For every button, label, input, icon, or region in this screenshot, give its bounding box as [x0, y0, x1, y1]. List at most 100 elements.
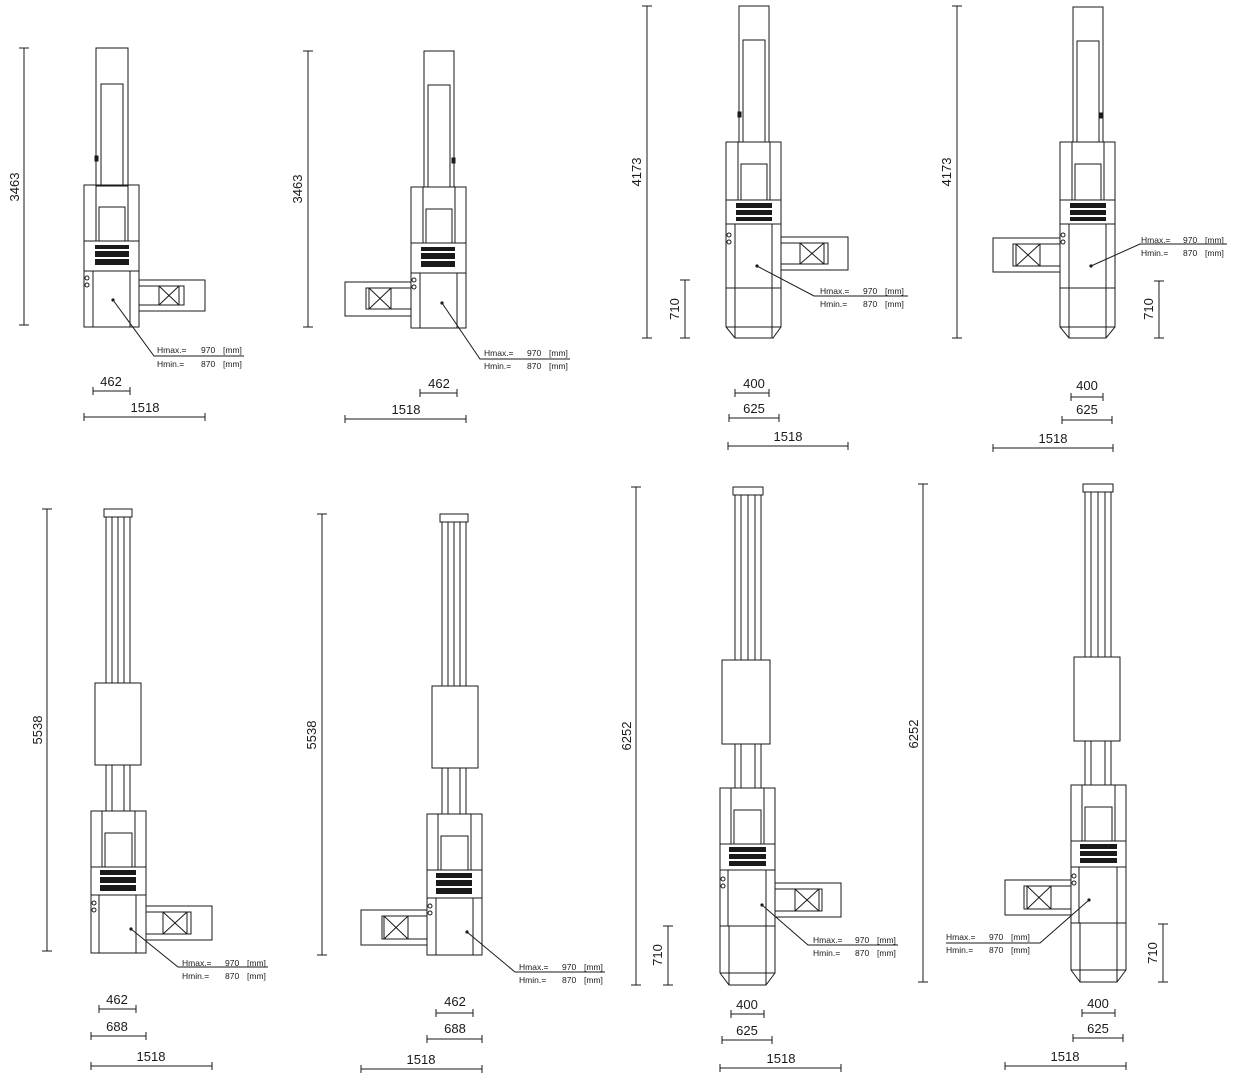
side-conveyor [360, 909, 428, 946]
view-medium-conveyor-left [952, 5, 1227, 452]
lower-body [734, 223, 773, 289]
conveyor-belt [145, 911, 192, 935]
side-conveyor [145, 905, 213, 941]
control-panel [1070, 203, 1106, 221]
unit-label: [mm] [1011, 932, 1030, 942]
unit-label: [mm] [223, 345, 242, 355]
discharge-chute [719, 925, 776, 986]
leader-line [756, 265, 908, 297]
tower-cap [439, 513, 469, 523]
hmax-label: Hmax.= [519, 962, 549, 972]
knob-icon [1071, 873, 1077, 879]
hmax-value: 970 [225, 958, 239, 968]
width-625-label: 625 [736, 1023, 758, 1038]
unit-label: [mm] [549, 348, 568, 358]
hmax-label: Hmax.= [820, 286, 850, 296]
view-2-text: 3463 Hmax.= 970 [mm] Hmin.= 870 [mm] 462… [290, 175, 568, 417]
view-short-conveyor-left [303, 50, 570, 423]
side-conveyor [992, 237, 1061, 273]
extension-housing [721, 659, 771, 745]
control-panel [95, 245, 129, 265]
knob-icon [427, 903, 433, 909]
hmin-label: Hmin.= [946, 945, 973, 955]
discharge-chute [725, 287, 782, 339]
unit-label: [mm] [885, 286, 904, 296]
width-1518-label: 1518 [1039, 431, 1068, 446]
width-462-label: 462 [100, 374, 122, 389]
width-400-label: 400 [1076, 378, 1098, 393]
view-medium-conveyor-right [642, 5, 908, 450]
hopper [737, 141, 771, 201]
view-1-text: 3463 Hmax.= 970 [mm] Hmin.= 870 [mm] 462… [7, 173, 242, 415]
hmin-value: 870 [855, 948, 869, 958]
tower-cap [732, 486, 764, 496]
height-label: 3463 [290, 175, 305, 204]
lower-body [92, 270, 131, 328]
unit-label: [mm] [1011, 945, 1030, 955]
knob-icon [411, 277, 417, 283]
view-extra-long-conveyor-right [631, 486, 898, 1072]
width-462-label: 462 [444, 994, 466, 1009]
view-long-conveyor-right [42, 508, 268, 1070]
discharge-chute [1070, 922, 1127, 983]
unit-label: [mm] [247, 958, 266, 968]
extension-housing [431, 685, 479, 769]
height-label: 6252 [619, 722, 634, 751]
hmax-label: Hmax.= [813, 935, 843, 945]
hmax-value: 970 [527, 348, 541, 358]
depth-710-label: 710 [1141, 298, 1156, 320]
view-7-text: 6252 710 Hmax.= 970 [mm] Hmin.= 870 [mm]… [619, 722, 896, 1066]
hopper [1071, 141, 1105, 201]
extension-housing [94, 682, 142, 766]
hopper [95, 184, 129, 242]
hmax-label: Hmax.= [157, 345, 187, 355]
hmax-value: 970 [863, 286, 877, 296]
unit-label: [mm] [885, 299, 904, 309]
unit-label: [mm] [584, 975, 603, 985]
box-icon [1026, 885, 1052, 910]
control-panel [1080, 844, 1117, 863]
depth-710-label: 710 [1145, 942, 1160, 964]
leader-line [130, 928, 268, 968]
hmin-label: Hmin.= [1141, 248, 1168, 258]
hmin-value: 870 [989, 945, 1003, 955]
leader-line [1090, 243, 1227, 267]
unit-label: [mm] [1205, 235, 1224, 245]
hopper [730, 787, 765, 845]
leader-line [946, 899, 1090, 944]
hmin-label: Hmin.= [484, 361, 511, 371]
hmax-label: Hmax.= [484, 348, 514, 358]
view-long-conveyor-left [317, 513, 605, 1073]
hmax-value: 970 [855, 935, 869, 945]
side-conveyor [1004, 879, 1072, 916]
width-688-label: 688 [106, 1019, 128, 1034]
box-icon [799, 242, 825, 265]
leader-line [441, 302, 570, 360]
hmax-value: 970 [562, 962, 576, 972]
extension-housing [1073, 656, 1121, 742]
knob-icon [91, 900, 97, 906]
box-icon [158, 285, 180, 306]
knob-icon [411, 284, 417, 290]
height-label: 3463 [7, 173, 22, 202]
hmax-value: 970 [1183, 235, 1197, 245]
tower-inner [742, 39, 766, 143]
box-icon [794, 888, 820, 912]
tower-cap [103, 508, 133, 518]
box-icon [1015, 243, 1041, 267]
tower-inner [427, 84, 451, 188]
view-4-text: 4173 710 Hmax.= 970 [mm] Hmin.= 870 [mm]… [939, 158, 1224, 446]
side-conveyor [780, 236, 849, 271]
hmin-value: 870 [1183, 248, 1197, 258]
width-625-label: 625 [1087, 1021, 1109, 1036]
width-400-label: 400 [1087, 996, 1109, 1011]
hmin-label: Hmin.= [182, 971, 209, 981]
knob-icon [720, 883, 726, 889]
knob-icon [720, 876, 726, 882]
width-1518-label: 1518 [1051, 1049, 1080, 1064]
lower-body [419, 272, 458, 329]
lower-body [1068, 223, 1107, 289]
width-1518-label: 1518 [137, 1049, 166, 1064]
knob-icon [91, 907, 97, 913]
